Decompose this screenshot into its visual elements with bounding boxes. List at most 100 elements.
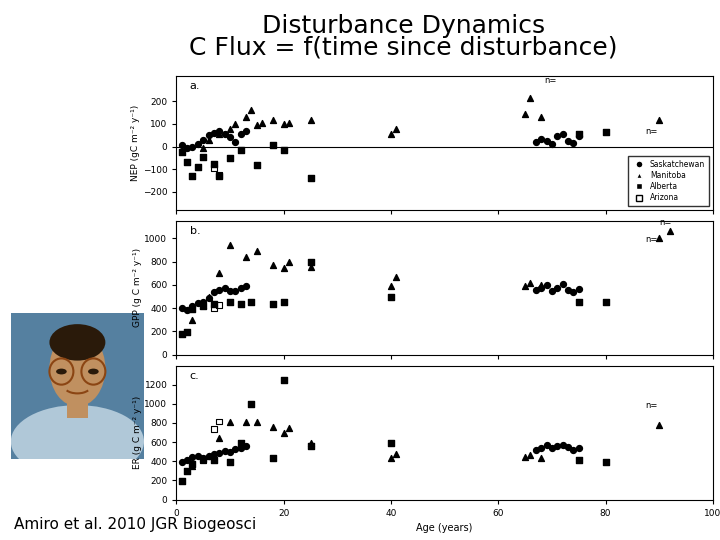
Point xyxy=(246,400,257,408)
Point xyxy=(197,454,209,462)
Point xyxy=(385,282,397,291)
Point xyxy=(176,476,187,485)
Point xyxy=(230,287,241,295)
Point xyxy=(278,264,289,272)
Point xyxy=(267,300,279,308)
Point xyxy=(192,140,204,149)
Point xyxy=(219,130,230,138)
Y-axis label: NEP (gC m⁻² y⁻¹): NEP (gC m⁻² y⁻¹) xyxy=(131,105,140,181)
Point xyxy=(208,288,220,296)
Point xyxy=(654,421,665,430)
Point xyxy=(197,298,209,307)
Point xyxy=(186,142,198,151)
Point xyxy=(235,284,246,293)
Point xyxy=(251,417,263,426)
Point xyxy=(552,132,563,140)
Point xyxy=(219,447,230,456)
Point xyxy=(664,227,675,235)
Point xyxy=(385,454,397,462)
Point xyxy=(192,163,204,171)
Point xyxy=(305,262,316,271)
Point xyxy=(567,139,579,147)
Point xyxy=(225,298,236,306)
Point xyxy=(240,442,252,451)
Point xyxy=(240,113,252,122)
Text: Amiro et al. 2010 JGR Biogeosci: Amiro et al. 2010 JGR Biogeosci xyxy=(14,517,256,532)
Point xyxy=(176,141,187,150)
Point xyxy=(225,417,236,426)
Point xyxy=(305,258,316,267)
Point xyxy=(256,118,268,127)
Text: n=: n= xyxy=(646,235,658,244)
Point xyxy=(181,467,193,476)
Point xyxy=(390,273,402,281)
Point xyxy=(186,172,198,180)
Point xyxy=(208,159,220,168)
Point xyxy=(536,284,547,292)
Point xyxy=(278,146,289,154)
Text: n=: n= xyxy=(660,218,672,227)
Point xyxy=(530,446,541,455)
Text: Disturbance Dynamics: Disturbance Dynamics xyxy=(261,14,545,37)
Point xyxy=(197,136,209,144)
Point xyxy=(567,288,579,297)
Point xyxy=(214,286,225,294)
Point xyxy=(208,450,220,458)
Point xyxy=(230,119,241,128)
Point xyxy=(214,172,225,180)
Point xyxy=(385,438,397,447)
Point xyxy=(186,305,198,313)
Point xyxy=(240,253,252,261)
Point xyxy=(186,302,198,311)
Point xyxy=(573,132,585,140)
Point xyxy=(530,138,541,146)
Point xyxy=(525,451,536,460)
Text: b.: b. xyxy=(190,226,200,236)
Point xyxy=(235,130,246,138)
Point xyxy=(240,126,252,135)
Point xyxy=(573,298,585,306)
Bar xyxy=(67,401,88,418)
Point xyxy=(181,306,193,314)
Point xyxy=(230,138,241,146)
Point xyxy=(203,131,215,139)
Point xyxy=(225,125,236,134)
Point xyxy=(246,298,257,306)
Point xyxy=(197,301,209,309)
Point xyxy=(278,429,289,437)
Point xyxy=(536,134,547,143)
Point xyxy=(208,300,220,308)
Point xyxy=(203,136,215,144)
Text: n=: n= xyxy=(544,76,557,85)
Point xyxy=(225,457,236,466)
Point xyxy=(562,443,574,451)
Point xyxy=(552,442,563,451)
Point xyxy=(557,280,568,289)
Text: c.: c. xyxy=(190,371,199,381)
Point xyxy=(214,434,225,442)
Point xyxy=(536,454,547,462)
Point xyxy=(541,281,552,290)
Y-axis label: ER (g C m⁻² y⁻¹): ER (g C m⁻² y⁻¹) xyxy=(132,396,142,469)
Ellipse shape xyxy=(56,369,67,374)
Point xyxy=(283,118,294,127)
Point xyxy=(654,116,665,125)
Point xyxy=(278,298,289,306)
Point xyxy=(573,444,585,453)
Point xyxy=(176,330,187,339)
Point xyxy=(208,425,220,434)
Ellipse shape xyxy=(88,369,99,374)
Legend: Saskatchewan, Manitoba, Alberta, Arizona: Saskatchewan, Manitoba, Alberta, Arizona xyxy=(628,156,709,206)
Point xyxy=(305,442,316,451)
Point xyxy=(573,285,585,293)
Point xyxy=(214,126,225,135)
Point xyxy=(267,141,279,150)
Point xyxy=(525,93,536,102)
Point xyxy=(240,418,252,427)
Point xyxy=(519,109,531,118)
Point xyxy=(251,160,263,169)
Point xyxy=(176,457,187,466)
Text: a.: a. xyxy=(190,82,200,91)
Y-axis label: GPP (g C m⁻² y⁻¹): GPP (g C m⁻² y⁻¹) xyxy=(132,248,142,327)
Point xyxy=(546,444,558,453)
